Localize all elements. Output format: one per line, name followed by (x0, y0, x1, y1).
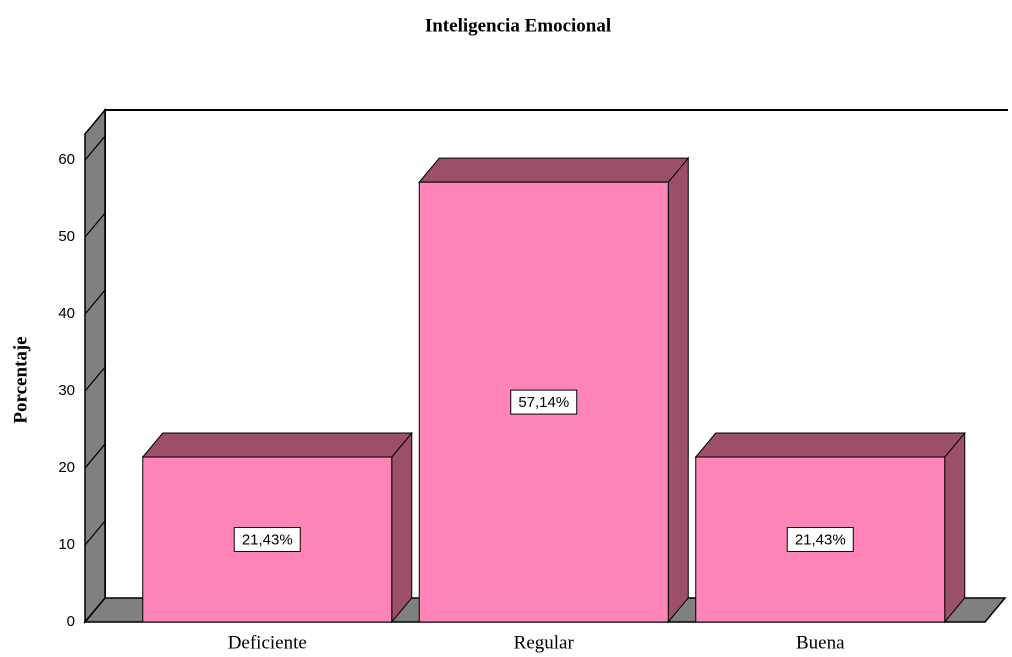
bar-side (391, 431, 413, 624)
bar (418, 156, 690, 624)
bar-top (694, 432, 966, 458)
y-tick-label: 50 (58, 228, 75, 245)
y-tick (84, 366, 106, 392)
y-tick-label: 20 (58, 459, 75, 476)
chart-title: Inteligencia Emocional (425, 15, 611, 36)
value-label-box (233, 527, 301, 553)
bar-side (667, 156, 689, 624)
y-tick (84, 212, 106, 238)
bar-side (944, 431, 966, 624)
value-label: 57,14% (518, 394, 569, 411)
y-tick (84, 520, 106, 546)
left-wall (84, 107, 106, 625)
bar-top (141, 432, 413, 458)
x-tick-label: Deficiente (228, 632, 307, 653)
y-tick-label: 30 (58, 382, 75, 399)
y-tick (84, 289, 106, 315)
value-label: 21,43% (242, 531, 293, 548)
x-tick-label: Regular (514, 632, 575, 653)
y-axis-label: Porcentaje (10, 336, 31, 423)
value-label-box (510, 389, 578, 415)
y-tick-label: 60 (58, 151, 75, 168)
y-tick-label: 0 (67, 613, 75, 630)
y-tick-label: 40 (58, 305, 75, 322)
y-tick-label: 10 (58, 536, 75, 553)
bar-top (418, 157, 690, 183)
x-tick-label: Buena (796, 632, 845, 653)
y-tick (84, 443, 106, 469)
y-tick (84, 597, 106, 623)
y-tick (84, 135, 106, 161)
value-label: 21,43% (795, 531, 846, 548)
value-label-box (786, 527, 854, 553)
